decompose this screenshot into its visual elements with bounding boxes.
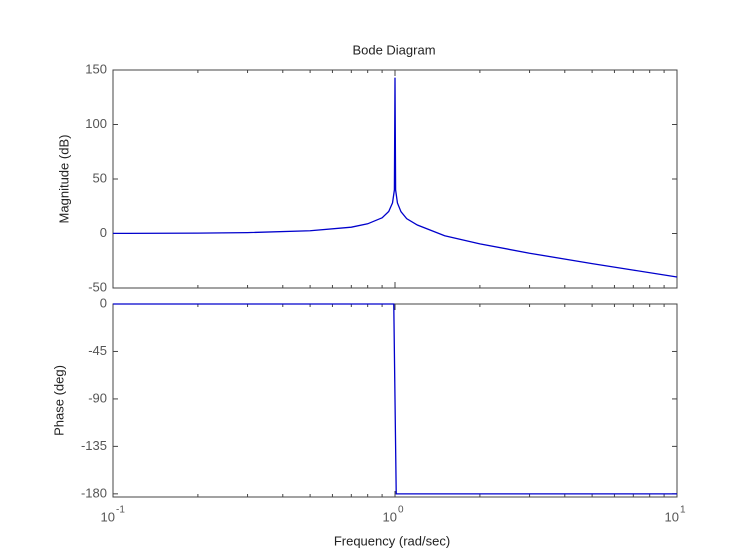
x-axis-label: Frequency (rad/sec) [334,533,450,548]
y-tick-label: -90 [88,390,107,405]
x-tick-label: 10 [383,509,397,524]
y-tick-label: -180 [81,485,107,500]
y-tick-label: 50 [93,170,107,185]
x-tick-label: 10 [101,509,115,524]
y-tick-label: -50 [88,279,107,294]
x-tick-exponent: -1 [116,505,125,516]
x-tick-exponent: 1 [680,505,686,516]
x-tick-label: 10 [665,509,679,524]
y-tick-label: 100 [85,116,107,131]
y-tick-label: 150 [85,61,107,76]
y-tick-label: 0 [100,225,107,240]
y-tick-label: -45 [88,343,107,358]
y-tick-label: 0 [100,295,107,310]
y-tick-label: -135 [81,438,107,453]
data-line [112,77,678,278]
y-axis-label: Magnitude (dB) [56,135,71,224]
chart-title: Bode Diagram [352,42,435,57]
y-axis-label: Phase (deg) [51,365,66,436]
x-tick-exponent: 0 [398,505,404,516]
data-line [113,303,677,495]
